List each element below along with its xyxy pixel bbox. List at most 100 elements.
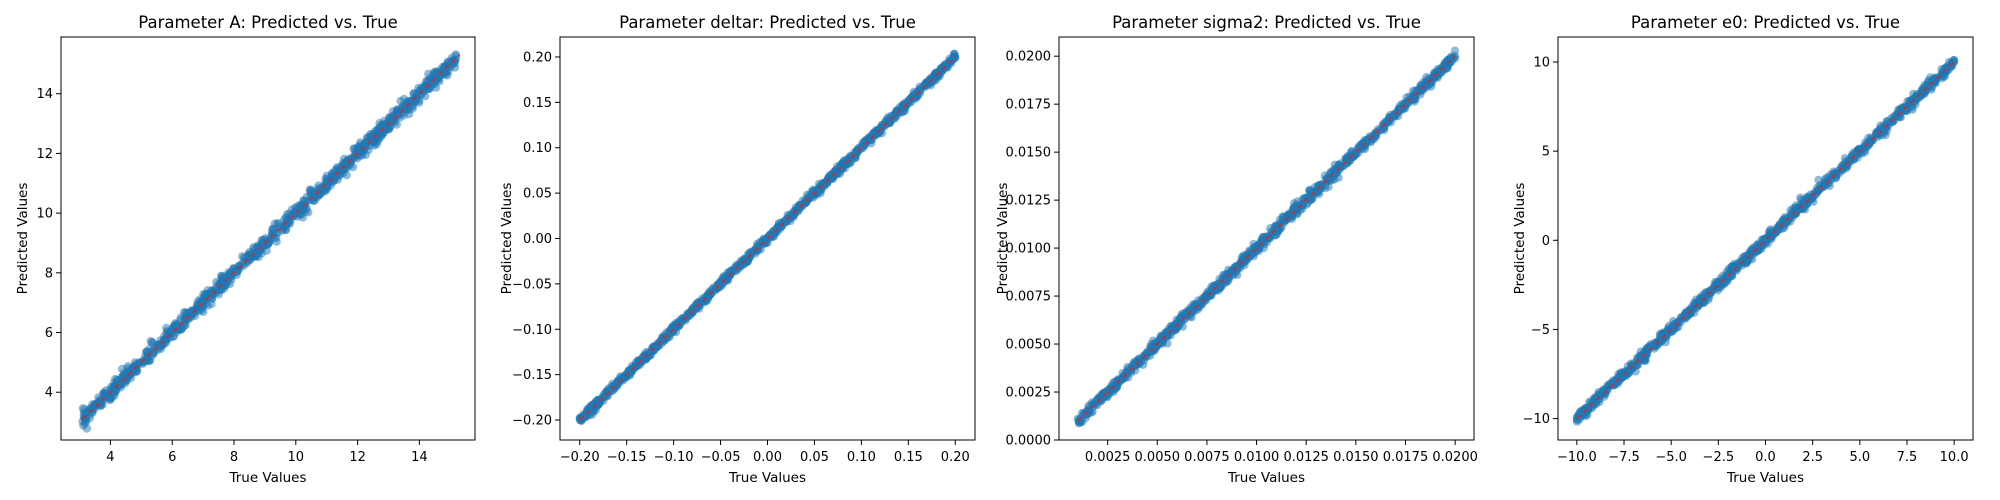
y-tick-label: −10 [1523, 412, 1550, 427]
data-point [1751, 246, 1761, 256]
data-point [1902, 104, 1912, 113]
data-point [1657, 335, 1667, 345]
scatter-point [1778, 224, 1787, 233]
data-point [1949, 56, 1959, 65]
data-point [1103, 389, 1112, 399]
data-point [1341, 155, 1351, 164]
scatter-point [81, 410, 90, 419]
data-point [421, 81, 430, 90]
data-point [430, 76, 439, 85]
data-point [1789, 211, 1799, 220]
plot-area [1073, 46, 1460, 428]
x-tick-label: 0.15 [894, 450, 923, 465]
data-point [1667, 323, 1676, 332]
data-point [1827, 175, 1836, 184]
x-tick-label: 6 [168, 450, 176, 465]
data-point [365, 135, 375, 145]
x-tick-label: 10 [288, 450, 305, 465]
scatter-point [284, 209, 294, 218]
plot-area [575, 49, 960, 426]
scatter-point [1176, 315, 1186, 324]
data-point [1572, 412, 1582, 421]
data-point [1761, 234, 1770, 243]
data-point [356, 147, 365, 156]
reference-line [1077, 55, 1456, 422]
data-point [1153, 341, 1162, 351]
y-tick-label: 0.0000 [1006, 434, 1052, 449]
data-point [171, 323, 180, 332]
y-tick-label: 0.0100 [1006, 242, 1052, 257]
data-point [1371, 130, 1380, 140]
x-tick-label: 4 [106, 450, 114, 465]
y-tick-label: 14 [36, 87, 53, 102]
plot-area [1572, 55, 1959, 426]
x-axis-label: True Values [228, 470, 306, 486]
y-tick-label: 0.20 [523, 50, 552, 65]
scatter-point [1631, 367, 1640, 376]
y-tick-label: 0.0150 [1006, 146, 1052, 161]
axes-frame [1058, 36, 1475, 441]
data-point [1676, 318, 1685, 327]
data-point [1836, 163, 1846, 172]
data-point [1450, 53, 1460, 63]
data-point [1808, 193, 1817, 202]
data-point [198, 297, 208, 306]
data-point [402, 100, 412, 109]
data-point [282, 219, 291, 228]
data-point [1874, 127, 1883, 136]
data-point [1940, 68, 1949, 77]
data-point [319, 183, 328, 192]
y-tick-label: 0.00 [523, 232, 552, 247]
scatter-point [342, 171, 351, 180]
data-point [1252, 245, 1261, 255]
scatter-point [281, 225, 291, 234]
x-tick-label: 8 [230, 450, 238, 465]
data-point [1817, 180, 1827, 190]
scatter-point [181, 308, 190, 317]
x-axis-label: True Values [728, 470, 806, 486]
x-tick-label: 5.0 [1849, 450, 1870, 465]
plot-area [78, 50, 461, 433]
y-tick-label: 5 [1542, 145, 1550, 160]
y-tick-label: 0.0200 [1006, 50, 1052, 65]
subplot-4: −10.0 −7.5 −5.0 −2.5 0.0 2.5 5.0 7.5 10.0 −10 −5 0 5… [1512, 13, 1974, 486]
data-point [1311, 188, 1321, 197]
x-tick-label: −7.5 [1608, 450, 1640, 465]
data-point [1292, 207, 1301, 216]
data-point [1846, 157, 1855, 166]
data-point [1638, 353, 1648, 363]
data-point [1411, 92, 1420, 101]
scatter-point [1450, 46, 1460, 55]
data-point [1381, 117, 1390, 126]
data-point [384, 117, 393, 127]
data-point [1921, 86, 1931, 95]
axes-frame [60, 36, 476, 441]
data-point [1648, 341, 1657, 350]
data-point [1591, 394, 1600, 404]
data-point [1113, 376, 1122, 385]
subplot-3: 0.0025 0.0050 0.0075 0.0100 0.0125 0.0150 0.01… [995, 13, 1478, 486]
y-axis-label: Predicted Values [995, 183, 1011, 295]
data-point [134, 359, 143, 369]
y-tick-label: −0.10 [512, 323, 552, 338]
data-point [1431, 73, 1440, 82]
x-tick-label: −5.0 [1655, 450, 1687, 465]
data-point [347, 153, 356, 163]
data-point [1610, 377, 1619, 386]
chart-title: Parameter A: Predicted vs. True [138, 13, 398, 32]
data-point [291, 207, 300, 217]
scatter-point [1293, 197, 1302, 206]
scatter-point [731, 266, 740, 276]
x-tick-label: 0.00 [753, 450, 782, 465]
data-point [1073, 414, 1083, 424]
scatter-point [1360, 144, 1370, 154]
y-tick-label: 0.10 [523, 141, 552, 156]
y-tick-label: 0 [1542, 234, 1550, 249]
y-tick-label: 6 [45, 326, 53, 341]
x-tick-label: −0.20 [560, 450, 600, 465]
data-point [310, 189, 319, 199]
data-point [1321, 174, 1331, 184]
x-tick-label: 10.0 [1940, 450, 1969, 465]
data-point [1192, 303, 1202, 312]
data-point [412, 94, 421, 103]
